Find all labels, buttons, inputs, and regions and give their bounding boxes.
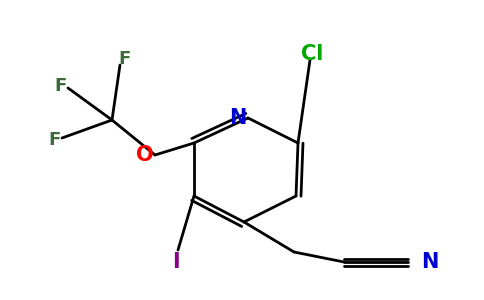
Text: Cl: Cl — [301, 44, 323, 64]
Text: I: I — [172, 252, 180, 272]
Text: N: N — [421, 252, 439, 272]
Text: N: N — [229, 108, 247, 128]
Text: F: F — [118, 50, 130, 68]
Text: O: O — [136, 145, 154, 165]
Text: F: F — [48, 131, 60, 149]
Text: F: F — [54, 77, 66, 95]
